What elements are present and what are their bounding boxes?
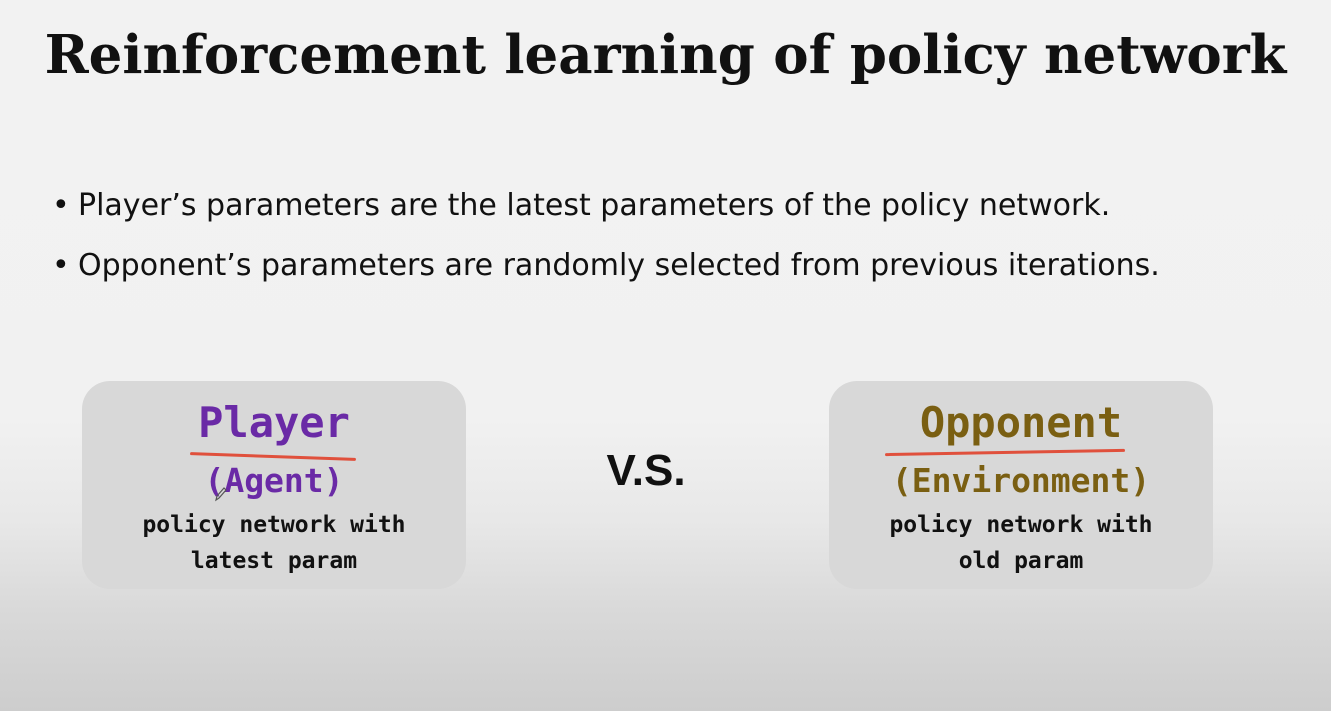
player-card: Player (Agent) policy network with lates… xyxy=(82,381,466,589)
player-desc-line-1: policy network with xyxy=(142,512,406,538)
pen-cursor-icon xyxy=(215,487,227,502)
bullet-item: • Player’s parameters are the latest para… xyxy=(52,180,1160,240)
bullet-glyph: • xyxy=(52,188,70,223)
bullet-item: • Opponent’s parameters are randomly sele… xyxy=(52,240,1160,300)
opponent-desc-line-1: policy network with xyxy=(889,512,1153,538)
slide-title: Reinforcement learning of policy network xyxy=(44,24,1287,86)
bullet-text-player: Player’s parameters are the latest param… xyxy=(78,188,1111,223)
opponent-subtitle: (Environment) xyxy=(891,461,1151,500)
versus-label: V.S. xyxy=(606,446,686,495)
bullet-glyph: • xyxy=(52,248,70,283)
player-title: Player xyxy=(198,398,350,447)
opponent-desc-line-2: old param xyxy=(958,548,1084,574)
opponent-title: Opponent xyxy=(919,398,1123,447)
player-desc-line-2: latest param xyxy=(190,548,358,574)
bullet-text-opponent: Opponent’s parameters are randomly selec… xyxy=(78,248,1160,283)
opponent-description: policy network with old param xyxy=(829,507,1213,579)
opponent-underline-annotation xyxy=(884,448,1126,457)
opponent-card: Opponent (Environment) policy network wi… xyxy=(829,381,1213,589)
bullet-list: • Player’s parameters are the latest para… xyxy=(52,180,1160,300)
player-subtitle: (Agent) xyxy=(204,461,344,500)
player-description: policy network with latest param xyxy=(82,507,466,579)
